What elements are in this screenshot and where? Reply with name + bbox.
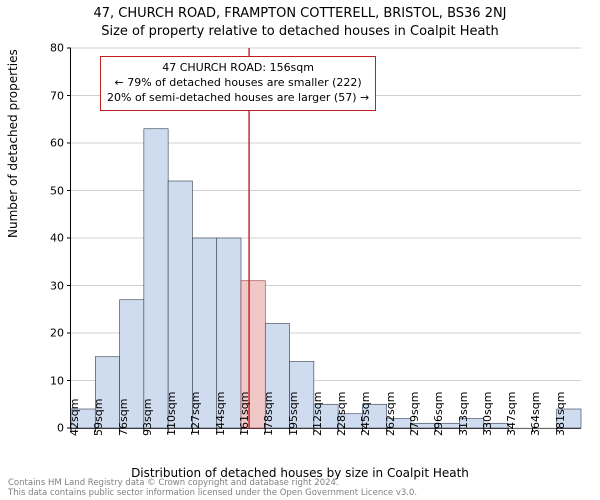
y-tick-label: 80 — [34, 42, 64, 55]
y-tick-label: 30 — [34, 279, 64, 292]
infobox-line2: ← 79% of detached houses are smaller (22… — [107, 76, 369, 91]
y-tick-label: 60 — [34, 137, 64, 150]
y-tick-label: 40 — [34, 232, 64, 245]
y-tick-label: 10 — [34, 374, 64, 387]
y-tick-label: 0 — [34, 422, 64, 435]
chart-title-line2: Size of property relative to detached ho… — [0, 24, 600, 39]
attribution: Contains HM Land Registry data © Crown c… — [8, 479, 417, 498]
infobox-line3: 20% of semi-detached houses are larger (… — [107, 91, 369, 106]
y-tick-label: 70 — [34, 89, 64, 102]
attribution-line2: This data contains public sector informa… — [8, 489, 417, 498]
bar — [144, 129, 168, 428]
marker-infobox: 47 CHURCH ROAD: 156sqm ← 79% of detached… — [100, 56, 376, 111]
y-ticks: 01020304050607080 — [34, 48, 64, 428]
bar — [168, 181, 192, 428]
y-axis-label: Number of detached properties — [6, 49, 20, 238]
y-tick-label: 50 — [34, 184, 64, 197]
chart-title-line1: 47, CHURCH ROAD, FRAMPTON COTTERELL, BRI… — [0, 6, 600, 21]
infobox-line1: 47 CHURCH ROAD: 156sqm — [107, 61, 369, 76]
chart-container: 47, CHURCH ROAD, FRAMPTON COTTERELL, BRI… — [0, 0, 600, 500]
y-tick-label: 20 — [34, 327, 64, 340]
